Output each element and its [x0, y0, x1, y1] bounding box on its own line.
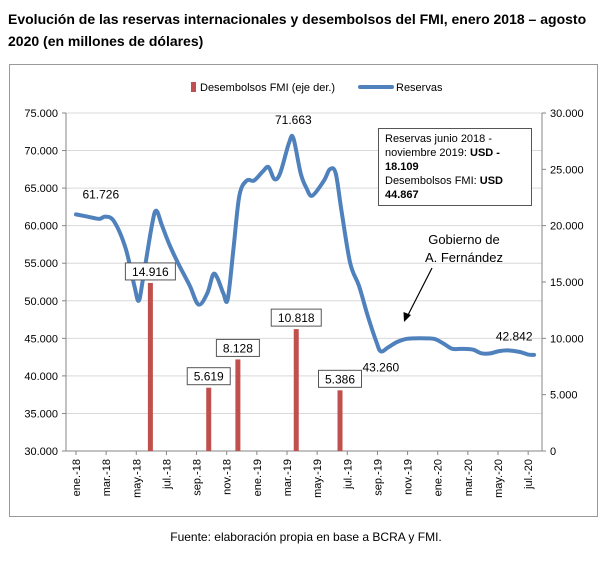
legend-label-reserves: Reservas [396, 82, 443, 94]
reserves-line [74, 133, 536, 357]
left-tick-label: 40.000 [24, 371, 58, 383]
right-tick-label: 20.000 [550, 221, 584, 233]
left-tick-label: 55.000 [24, 258, 58, 270]
imf-bar [337, 390, 343, 451]
left-tick-label: 60.000 [24, 221, 58, 233]
x-tick-label: sep.-19 [372, 459, 384, 496]
imf-data-label: 5.386 [325, 372, 355, 386]
annotation-arrow [406, 267, 433, 318]
right-tick-label: 25.000 [550, 164, 584, 176]
x-tick-label: jul.-20 [523, 459, 535, 490]
left-tick-label: 70.000 [24, 146, 58, 158]
reserves-data-label: 61.726 [82, 188, 119, 202]
left-tick-label: 65.000 [24, 183, 58, 195]
government-annotation: Gobierno de A. Fernández [412, 231, 516, 267]
x-tick-label: mar.-20 [463, 459, 475, 496]
x-tick-label: jul.-18 [161, 459, 173, 490]
imf-bar [206, 387, 212, 451]
x-tick-label: jul.-19 [342, 459, 354, 490]
right-tick-label: 0 [550, 446, 556, 458]
imf-label-box [318, 369, 363, 388]
imf-label-box [270, 308, 322, 327]
left-tick-label: 35.000 [24, 408, 58, 420]
left-tick-label: 50.000 [24, 296, 58, 308]
x-tick-label: ene.-19 [252, 459, 264, 496]
chart-frame [9, 64, 598, 517]
legend-swatch-imf [191, 82, 196, 92]
note-line-2: noviembre 2019: USD - 18.109 [385, 147, 500, 173]
left-tick-label: 45.000 [24, 333, 58, 345]
x-tick-label: nov.-19 [403, 459, 415, 495]
right-tick-label: 10.000 [550, 333, 584, 345]
x-tick-label: ene.-20 [433, 459, 445, 496]
x-tick-label: may.-19 [312, 459, 324, 498]
x-tick-label: sep.-18 [192, 459, 204, 496]
right-tick-label: 30.000 [550, 108, 584, 120]
imf-data-label: 10.818 [278, 311, 315, 325]
reserves-data-label: 42.842 [496, 330, 533, 344]
imf-data-label: 8.128 [223, 341, 253, 355]
imf-label-box [186, 367, 231, 386]
x-tick-label: may.-20 [493, 459, 505, 498]
right-tick-label: 15.000 [550, 277, 584, 289]
left-tick-label: 75.000 [24, 108, 58, 120]
imf-data-label: 5.619 [194, 370, 224, 384]
reserves-data-label: 43.260 [362, 360, 399, 374]
source-note: Fuente: elaboración propia en base a BCR… [170, 530, 442, 544]
annotation-line-1: Gobierno de [428, 232, 500, 247]
imf-bar [147, 282, 153, 451]
x-tick-label: mar.-18 [101, 459, 113, 496]
x-tick-label: mar.-19 [282, 459, 294, 496]
imf-data-label: 14.916 [132, 265, 169, 279]
imf-bar [293, 329, 299, 451]
annotation-line-2: A. Fernández [424, 250, 504, 265]
chart-title: Evolución de las reservas internacionale… [8, 11, 587, 49]
right-tick-label: 5.000 [550, 390, 578, 402]
x-tick-label: ene.-18 [71, 459, 83, 496]
left-tick-label: 30.000 [24, 446, 58, 458]
imf-label-box [124, 262, 176, 281]
summary-note: Reservas junio 2018 - noviembre 2019: US… [378, 128, 532, 206]
reserves-data-label: 71.663 [275, 113, 312, 127]
note-line-3: Desembolsos FMI: USD 44.867 [385, 175, 503, 201]
annotation-arrowhead [403, 312, 411, 322]
imf-bar [235, 359, 241, 451]
imf-label-box [215, 338, 260, 357]
note-line-1: Reservas junio 2018 - [385, 133, 493, 145]
legend-label-imf: Desembolsos FMI (eje der.) [200, 82, 335, 94]
x-tick-label: nov.-18 [222, 459, 234, 495]
x-tick-label: may.-18 [131, 459, 143, 498]
